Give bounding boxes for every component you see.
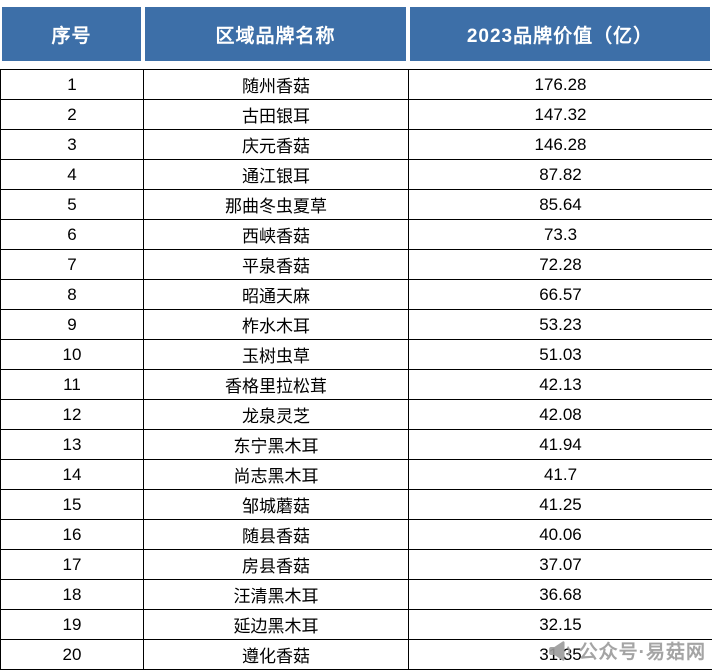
brand-cell: 延边黑木耳 <box>143 609 409 640</box>
value-cell: 51.03 <box>408 339 712 370</box>
value-cell: 176.28 <box>408 69 712 100</box>
table-row: 13 东宁黑木耳 41.94 <box>0 429 712 460</box>
value-cell: 85.64 <box>408 189 712 220</box>
brand-cell: 古田银耳 <box>143 99 409 130</box>
table-row: 14 尚志黑木耳 41.7 <box>0 459 712 490</box>
brand-cell: 随县香菇 <box>143 519 409 550</box>
table-row: 15 邹城蘑菇 41.25 <box>0 489 712 520</box>
value-cell: 42.08 <box>408 399 712 430</box>
brand-cell: 昭通天麻 <box>143 279 409 310</box>
rank-cell: 18 <box>0 579 144 610</box>
table-row: 4 通江银耳 87.82 <box>0 159 712 190</box>
table-row: 2 古田银耳 147.32 <box>0 99 712 130</box>
brand-cell: 东宁黑木耳 <box>143 429 409 460</box>
value-cell: 36.68 <box>408 579 712 610</box>
table-body: 1 随州香菇 176.28 2 古田银耳 147.32 3 庆元香菇 146.28 4 通江银耳 87… <box>0 69 712 670</box>
table-row: 3 庆元香菇 146.28 <box>0 129 712 160</box>
rank-cell: 15 <box>0 489 144 520</box>
rank-cell: 4 <box>0 159 144 190</box>
value-cell: 73.3 <box>408 219 712 250</box>
rank-cell: 20 <box>0 639 144 670</box>
rank-cell: 16 <box>0 519 144 550</box>
value-cell: 41.25 <box>408 489 712 520</box>
brand-cell: 尚志黑木耳 <box>143 459 409 490</box>
table-row: 12 龙泉灵芝 42.08 <box>0 399 712 430</box>
brand-cell: 随州香菇 <box>143 69 409 100</box>
value-cell: 42.13 <box>408 369 712 400</box>
rank-cell: 8 <box>0 279 144 310</box>
table-row: 17 房县香菇 37.07 <box>0 549 712 580</box>
rank-cell: 6 <box>0 219 144 250</box>
value-cell: 41.7 <box>408 459 712 490</box>
table-row: 1 随州香菇 176.28 <box>0 69 712 100</box>
value-cell: 146.28 <box>408 129 712 160</box>
brand-cell: 遵化香菇 <box>143 639 409 670</box>
brand-cell: 西峡香菇 <box>143 219 409 250</box>
brand-cell: 通江银耳 <box>143 159 409 190</box>
rank-cell: 11 <box>0 369 144 400</box>
brand-cell: 邹城蘑菇 <box>143 489 409 520</box>
header-cell-rank: 序号 <box>0 5 143 63</box>
rank-cell: 19 <box>0 609 144 640</box>
brand-cell: 玉树虫草 <box>143 339 409 370</box>
brand-cell: 房县香菇 <box>143 549 409 580</box>
table-header: 序号 区域品牌名称 2023品牌价值（亿） <box>0 5 712 63</box>
rank-cell: 1 <box>0 69 144 100</box>
brand-cell: 汪清黑木耳 <box>143 579 409 610</box>
header-cell-brand: 区域品牌名称 <box>143 5 408 63</box>
rank-cell: 9 <box>0 309 144 340</box>
table-row: 6 西峡香菇 73.3 <box>0 219 712 250</box>
table-row: 20 遵化香菇 31.35 <box>0 639 712 670</box>
value-cell: 32.15 <box>408 609 712 640</box>
brand-cell: 平泉香菇 <box>143 249 409 280</box>
header-cell-value: 2023品牌价值（亿） <box>408 5 712 63</box>
rank-cell: 7 <box>0 249 144 280</box>
rank-cell: 3 <box>0 129 144 160</box>
table-row: 18 汪清黑木耳 36.68 <box>0 579 712 610</box>
rank-cell: 2 <box>0 99 144 130</box>
value-cell: 40.06 <box>408 519 712 550</box>
brand-value-table: 1 随州香菇 176.28 2 古田银耳 147.32 3 庆元香菇 146.28 4 通江银耳 87… <box>0 69 712 670</box>
table-row: 9 柞水木耳 53.23 <box>0 309 712 340</box>
brand-cell: 庆元香菇 <box>143 129 409 160</box>
rank-cell: 17 <box>0 549 144 580</box>
value-cell: 31.35 <box>408 639 712 670</box>
value-cell: 66.57 <box>408 279 712 310</box>
rank-cell: 13 <box>0 429 144 460</box>
value-cell: 147.32 <box>408 99 712 130</box>
table-row: 16 随县香菇 40.06 <box>0 519 712 550</box>
table-row: 5 那曲冬虫夏草 85.64 <box>0 189 712 220</box>
brand-cell: 龙泉灵芝 <box>143 399 409 430</box>
table-row: 11 香格里拉松茸 42.13 <box>0 369 712 400</box>
table-row: 7 平泉香菇 72.28 <box>0 249 712 280</box>
value-cell: 72.28 <box>408 249 712 280</box>
rank-cell: 5 <box>0 189 144 220</box>
value-cell: 87.82 <box>408 159 712 190</box>
table-row: 19 延边黑木耳 32.15 <box>0 609 712 640</box>
rank-cell: 12 <box>0 399 144 430</box>
brand-cell: 那曲冬虫夏草 <box>143 189 409 220</box>
table-row: 8 昭通天麻 66.57 <box>0 279 712 310</box>
value-cell: 37.07 <box>408 549 712 580</box>
value-cell: 41.94 <box>408 429 712 460</box>
rank-cell: 14 <box>0 459 144 490</box>
brand-cell: 柞水木耳 <box>143 309 409 340</box>
table-row: 10 玉树虫草 51.03 <box>0 339 712 370</box>
value-cell: 53.23 <box>408 309 712 340</box>
brand-cell: 香格里拉松茸 <box>143 369 409 400</box>
rank-cell: 10 <box>0 339 144 370</box>
